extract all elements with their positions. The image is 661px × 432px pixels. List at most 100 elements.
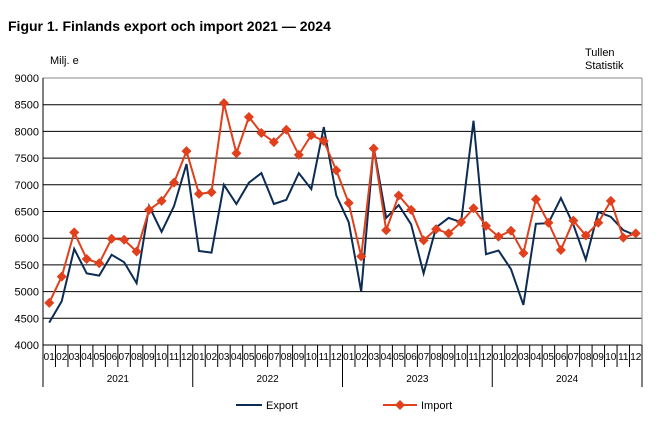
data-point-import <box>206 187 217 198</box>
data-point-import <box>331 165 342 176</box>
x-month-label: 11 <box>319 352 330 363</box>
y-tick-label: 6500 <box>15 207 39 219</box>
x-month-label: 04 <box>530 352 542 363</box>
data-point-import <box>306 130 317 141</box>
x-month-label: 01 <box>44 352 56 363</box>
x-month-label: 10 <box>455 352 467 363</box>
data-point-import <box>293 149 304 160</box>
data-point-import <box>543 217 554 228</box>
data-point-import <box>119 234 130 245</box>
y-tick-label: 5500 <box>15 260 39 272</box>
y-tick-label: 4500 <box>15 313 39 325</box>
x-month-label: 02 <box>356 352 368 363</box>
source-line-1: Tullen <box>585 47 615 59</box>
x-month-label: 05 <box>94 352 106 363</box>
data-point-import <box>56 271 67 282</box>
x-year-label: 2024 <box>556 374 579 385</box>
x-month-label: 09 <box>593 352 605 363</box>
chart-title: Figur 1. Finlands export och import 2021… <box>8 18 331 34</box>
source-line-2: Statistik <box>585 60 624 72</box>
x-year-label: 2021 <box>107 374 130 385</box>
y-axis-label: Milj. e <box>50 55 79 67</box>
x-year-label: 2023 <box>406 374 429 385</box>
data-point-import <box>356 251 367 262</box>
data-point-import <box>630 228 641 239</box>
x-month-label: 08 <box>131 352 143 363</box>
x-month-label: 03 <box>368 352 380 363</box>
y-tick-label: 7000 <box>15 180 39 192</box>
x-month-label: 12 <box>630 352 642 363</box>
x-month-label: 01 <box>493 352 505 363</box>
data-point-import <box>618 232 629 243</box>
x-month-label: 12 <box>181 352 193 363</box>
y-tick-label: 9000 <box>15 73 39 85</box>
x-month-label: 09 <box>144 352 156 363</box>
data-point-import <box>456 217 467 228</box>
x-month-label: 09 <box>443 352 455 363</box>
data-point-import <box>256 128 267 139</box>
x-month-label: 03 <box>69 352 81 363</box>
x-month-label: 06 <box>555 352 567 363</box>
x-month-label: 07 <box>568 352 580 363</box>
x-month-label: 10 <box>156 352 168 363</box>
legend-import-label: Import <box>421 400 452 412</box>
x-month-label: 01 <box>193 352 205 363</box>
x-month-label: 11 <box>618 352 629 363</box>
x-month-label: 04 <box>81 352 93 363</box>
x-month-label: 07 <box>418 352 430 363</box>
data-point-import <box>343 197 354 208</box>
data-point-import <box>481 220 492 231</box>
x-month-label: 12 <box>331 352 343 363</box>
x-month-label: 02 <box>56 352 68 363</box>
data-point-import <box>169 177 180 188</box>
data-point-import <box>406 204 417 215</box>
data-point-import <box>193 188 204 199</box>
x-month-label: 08 <box>281 352 293 363</box>
x-month-label: 09 <box>293 352 305 363</box>
data-point-import <box>368 143 379 154</box>
x-month-label: 06 <box>406 352 418 363</box>
data-point-import <box>318 136 329 147</box>
data-point-import <box>580 230 591 241</box>
x-month-label: 04 <box>381 352 393 363</box>
x-month-label: 10 <box>605 352 617 363</box>
data-point-import <box>268 137 279 148</box>
data-point-import <box>106 233 117 244</box>
data-point-import <box>605 195 616 206</box>
x-month-label: 05 <box>393 352 405 363</box>
data-point-import <box>231 148 242 159</box>
data-point-import <box>530 194 541 205</box>
x-month-label: 02 <box>505 352 517 363</box>
data-point-import <box>518 248 529 259</box>
data-point-import <box>568 215 579 226</box>
y-tick-label: 5000 <box>15 287 39 299</box>
x-month-label: 01 <box>343 352 355 363</box>
x-month-label: 11 <box>169 352 180 363</box>
data-point-import <box>218 98 229 109</box>
series-line-import <box>48 102 637 304</box>
data-point-import <box>381 225 392 236</box>
y-tick-label: 7500 <box>15 153 39 165</box>
x-month-label: 07 <box>119 352 131 363</box>
data-point-import <box>94 258 105 269</box>
x-month-label: 05 <box>543 352 555 363</box>
x-month-label: 03 <box>218 352 230 363</box>
data-point-import <box>44 297 55 308</box>
x-month-label: 06 <box>256 352 268 363</box>
x-month-label: 08 <box>580 352 592 363</box>
data-point-import <box>81 254 92 265</box>
legend-import-marker <box>395 400 405 410</box>
legend-export-label: Export <box>266 400 298 412</box>
data-point-import <box>393 190 404 201</box>
data-point-import <box>243 111 254 122</box>
y-tick-label: 6000 <box>15 233 39 245</box>
data-point-import <box>505 225 516 236</box>
x-month-label: 05 <box>243 352 255 363</box>
data-point-import <box>443 228 454 239</box>
x-month-label: 07 <box>268 352 280 363</box>
data-point-import <box>493 231 504 242</box>
x-month-label: 11 <box>468 352 479 363</box>
y-tick-label: 4000 <box>15 340 39 352</box>
